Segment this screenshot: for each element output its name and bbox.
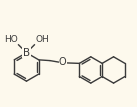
Text: B: B bbox=[23, 48, 30, 58]
Text: HO: HO bbox=[4, 35, 18, 44]
Text: OH: OH bbox=[35, 35, 49, 44]
Text: O: O bbox=[59, 57, 67, 67]
